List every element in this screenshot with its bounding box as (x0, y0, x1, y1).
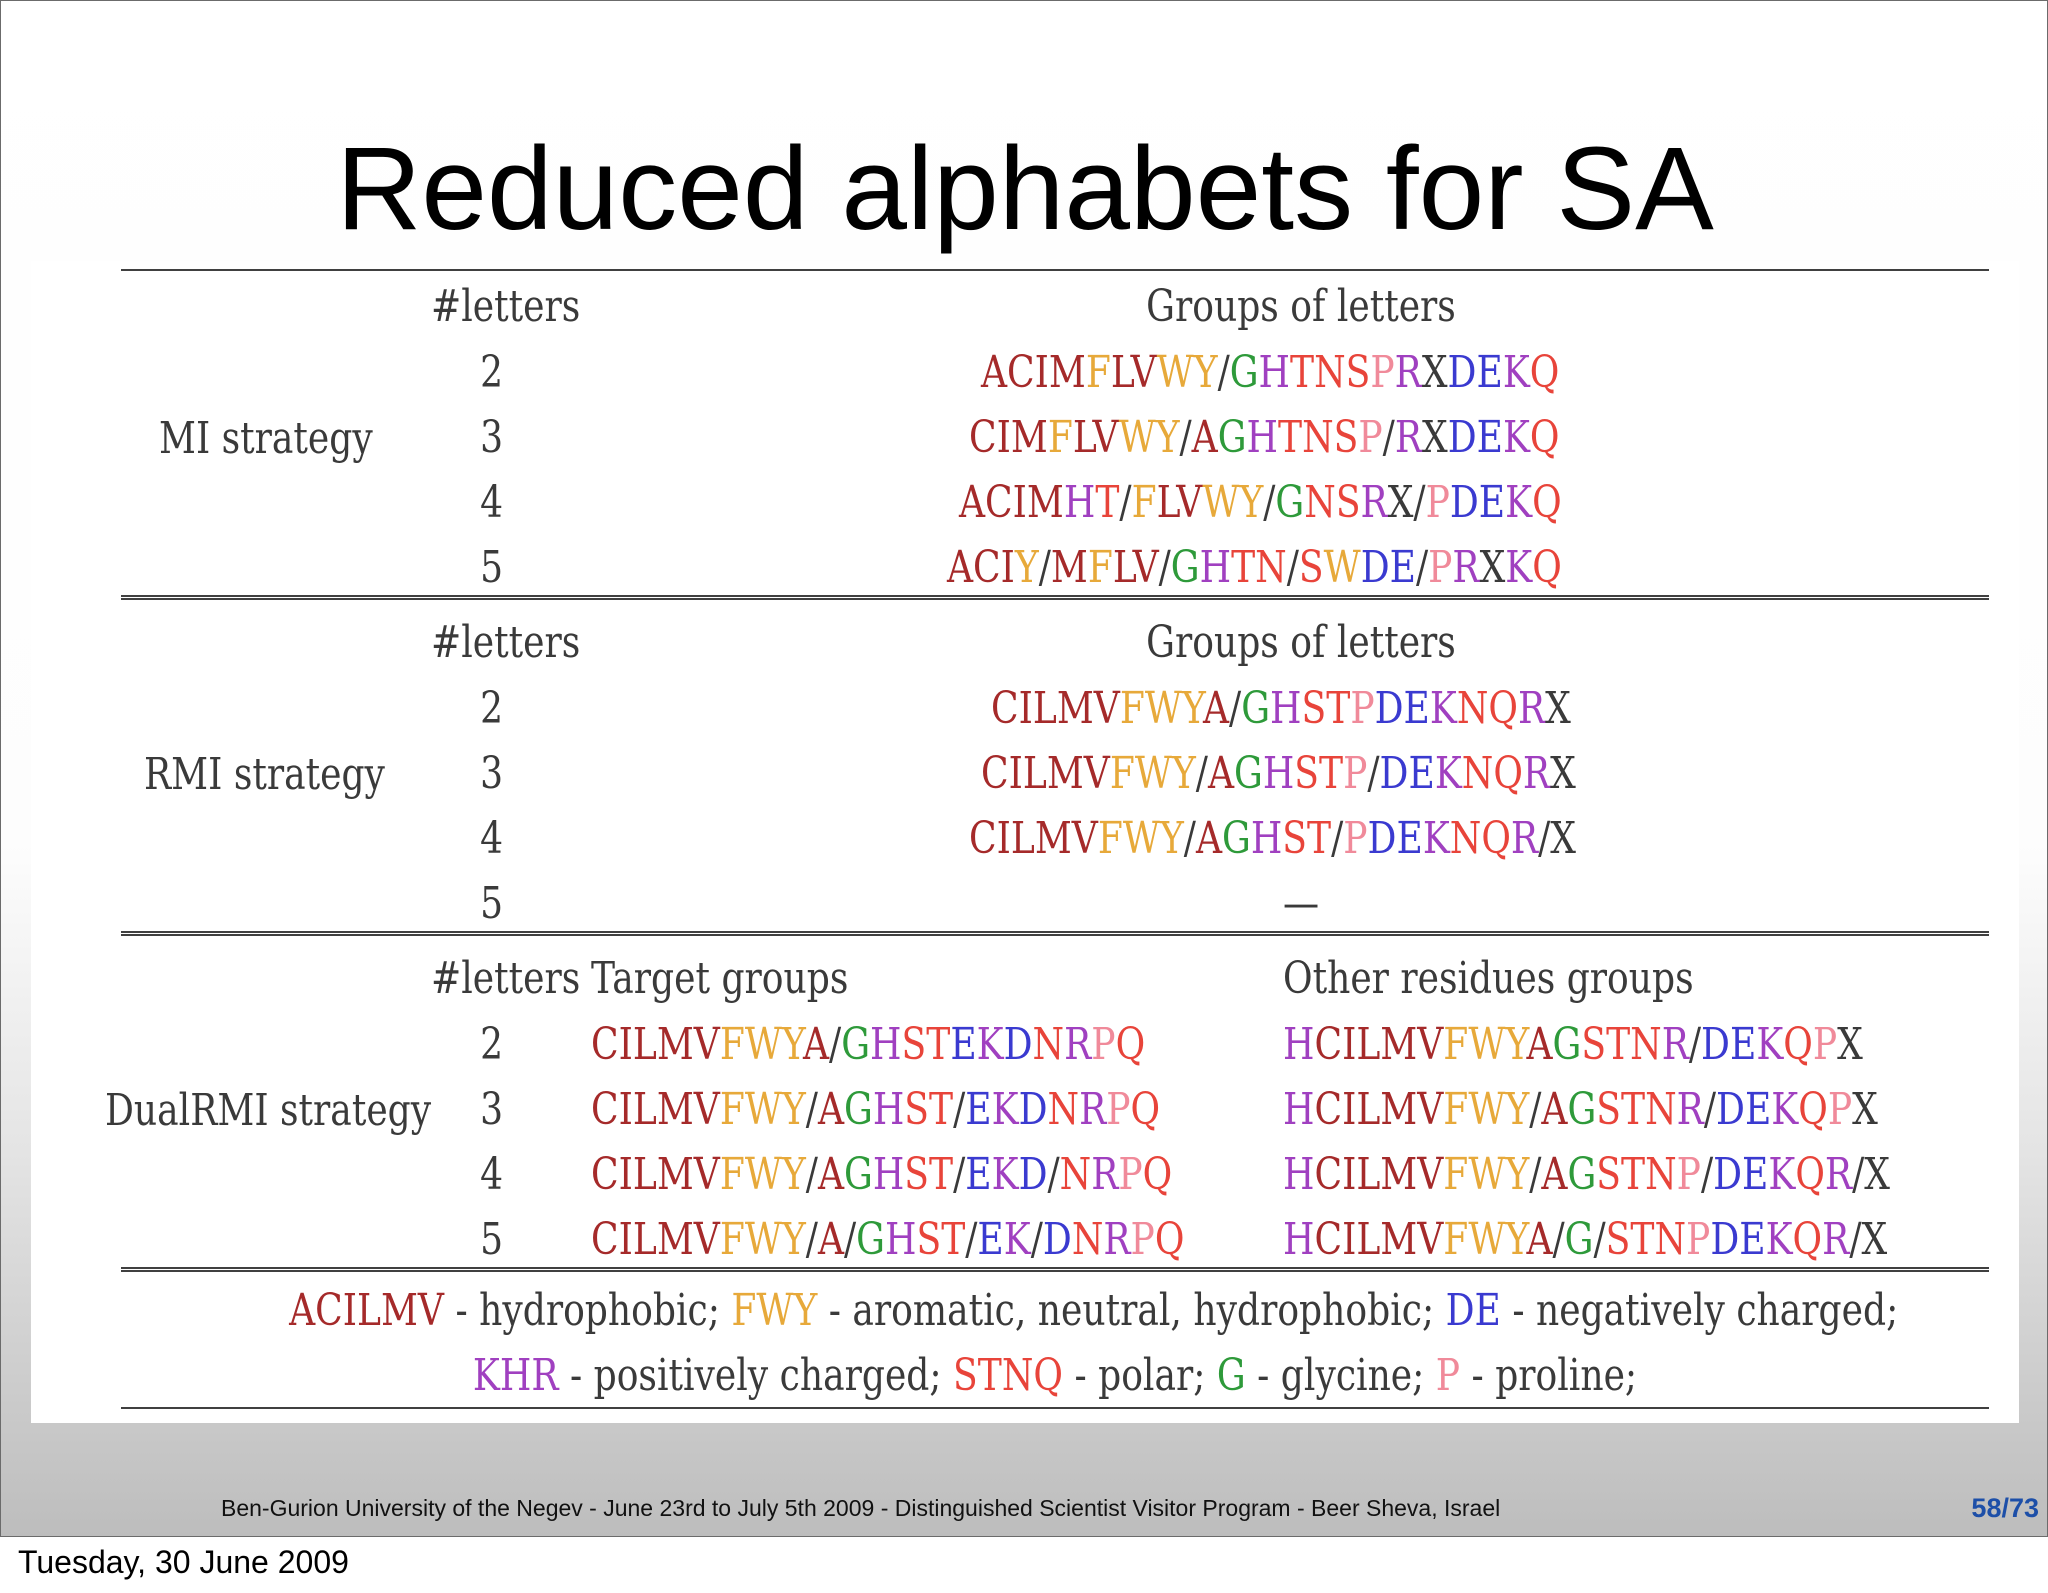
alphabet-table: #letters Groups of letters MI strategy 2… (31, 261, 2019, 1423)
dualrmi-target-groups: CILMVFWY/AGHST/EKDNRPQ (591, 1084, 1161, 1135)
dualrmi-target-groups: CILMVFWY/AGHST/EKD/NRPQ (591, 1149, 1173, 1200)
dualrmi-row-count: 3 (480, 1084, 504, 1135)
mi-row-groups: ACIY/MFLV/GHTN/SWDE/PRXKQ (947, 542, 1562, 593)
rmi-row-groups: — (1282, 878, 1320, 929)
slide-title: Reduced alphabets for SA (336, 123, 1714, 255)
mi-groups-header: Groups of letters (1146, 281, 1456, 332)
legend-segment: - negatively charged; (1500, 1285, 1899, 1336)
legend-segment: - positively charged; (558, 1350, 954, 1401)
dualrmi-letters-header: #letters (431, 953, 581, 1004)
rmi-section-rule (121, 931, 1989, 936)
rmi-row-groups: CILMVFWYA/GHSTPDEKNQRX (991, 683, 1571, 734)
legend-line-2: KHR - positively charged; STNQ - polar; … (289, 1348, 1821, 1404)
mi-row-groups: CIMFLVWY/AGHTNSP/RXDEKQ (969, 412, 1560, 463)
target-groups-header: Target groups (591, 953, 849, 1004)
dualrmi-other-groups: HCILMVFWY/AGSTNP/DEKQR/X (1283, 1149, 1890, 1200)
dualrmi-other-groups: HCILMVFWYAGSTNR/DEKQPX (1283, 1019, 1863, 1070)
dualrmi-strategy-label: DualRMI strategy (105, 1085, 432, 1136)
mi-row-count: 3 (480, 412, 504, 463)
other-groups-header: Other residues groups (1283, 953, 1694, 1004)
dualrmi-other-groups: HCILMVFWYA/G/STNPDEKQR/X (1283, 1214, 1888, 1265)
mi-row-groups: ACIMFLVWY/GHTNSPRXDEKQ (981, 347, 1560, 398)
legend-segment: KHR (472, 1350, 559, 1401)
page-number: 58/73 (1971, 1493, 2039, 1523)
date-caption: Tuesday, 30 June 2009 (18, 1544, 349, 1580)
dualrmi-target-groups: CILMVFWYA/GHSTEKDNRPQ (591, 1019, 1146, 1070)
mi-row-groups: ACIMHT/FLVWY/GNSRX/PDEKQ (959, 477, 1562, 528)
mi-letters-header: #letters (431, 281, 581, 332)
table-top-rule (121, 269, 1989, 271)
rmi-row-count: 4 (480, 813, 504, 864)
dualrmi-row-count: 2 (480, 1019, 504, 1070)
legend-segment: DE (1445, 1285, 1501, 1336)
legend-segment: G (1216, 1350, 1246, 1401)
dualrmi-other-groups: HCILMVFWY/AGSTNR/DEKQPX (1283, 1084, 1878, 1135)
dualrmi-row-count: 5 (480, 1214, 504, 1265)
legend-segment: - glycine; (1245, 1350, 1436, 1401)
rmi-row-count: 2 (480, 683, 504, 734)
rmi-row-groups: CILMVFWY/AGHSTP/DEKNQRX (981, 748, 1576, 799)
dualrmi-row-count: 4 (480, 1149, 504, 1200)
rmi-groups-header: Groups of letters (1146, 617, 1456, 668)
legend-segment: - polar; (1062, 1350, 1217, 1401)
footer-text: Ben-Gurion University of the Negev - Jun… (221, 1495, 1501, 1521)
legend-segment: FWY (731, 1285, 818, 1336)
mi-row-count: 4 (480, 477, 504, 528)
legend-line-1: ACILMV - hydrophobic; FWY - aromatic, ne… (289, 1283, 1898, 1339)
dualrmi-target-groups: CILMVFWY/A/GHST/EK/DNRPQ (591, 1214, 1185, 1265)
legend-segment: P (1435, 1350, 1461, 1401)
rmi-letters-header: #letters (431, 617, 581, 668)
legend-segment: - proline; (1460, 1350, 1638, 1401)
mi-section-rule (121, 595, 1989, 600)
mi-row-count: 5 (480, 542, 504, 593)
dualrmi-section-rule (121, 1267, 1989, 1272)
legend-segment: ACILMV (289, 1285, 444, 1336)
legend-segment: - hydrophobic; (443, 1285, 732, 1336)
rmi-row-count: 5 (480, 878, 504, 929)
mi-row-count: 2 (480, 347, 504, 398)
rmi-row-count: 3 (480, 748, 504, 799)
slide: Reduced alphabets for SA #letters Groups… (0, 0, 2048, 1537)
rmi-row-groups: CILMVFWY/AGHST/PDEKNQR/X (969, 813, 1576, 864)
mi-strategy-label: MI strategy (159, 413, 373, 464)
table-bottom-rule (121, 1407, 1989, 1409)
rmi-strategy-label: RMI strategy (144, 749, 385, 800)
legend-segment: STNQ (953, 1350, 1063, 1401)
legend-segment: - aromatic, neutral, hydrophobic; (817, 1285, 1446, 1336)
